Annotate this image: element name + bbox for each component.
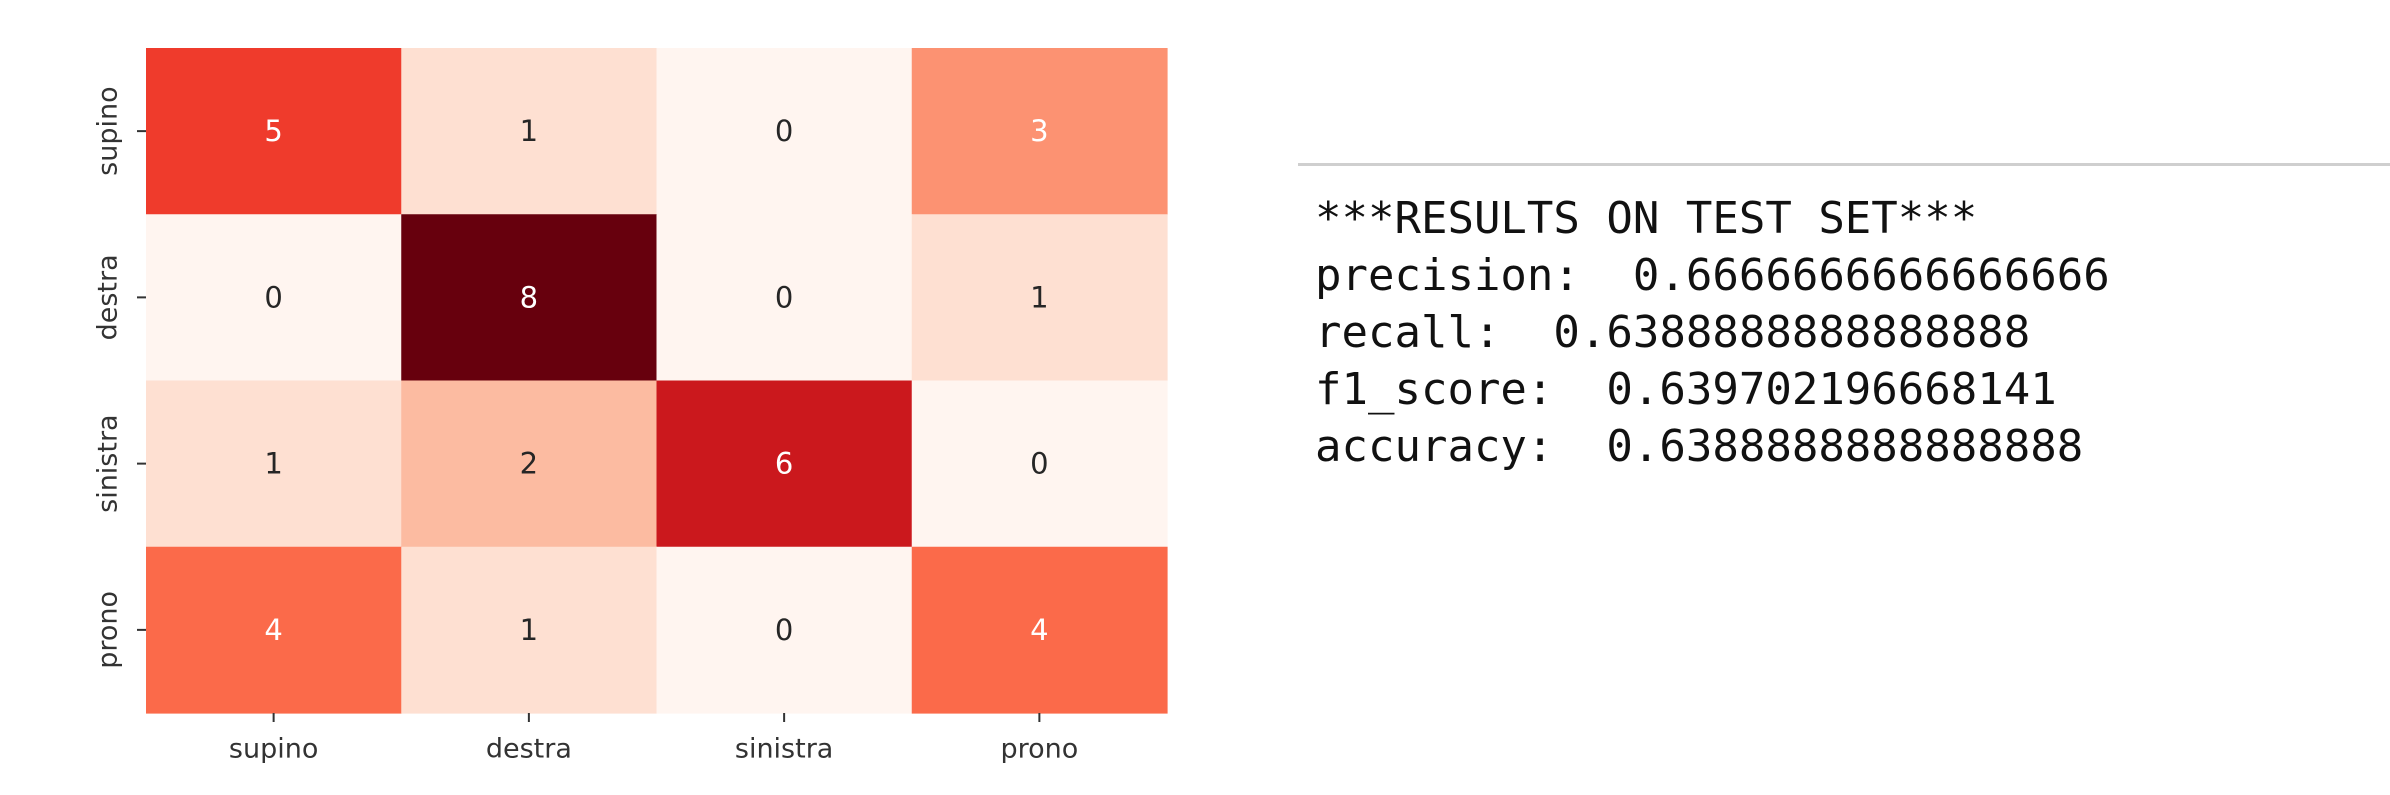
heatmap-cell	[911, 546, 1168, 714]
heatmap-cells	[146, 48, 1168, 714]
cell-value-label: 1	[520, 613, 538, 647]
y-tick-label: supino	[93, 86, 124, 175]
heatmap-cell	[911, 380, 1168, 548]
y-tick-label: prono	[93, 591, 124, 669]
x-tick-label: destra	[486, 734, 572, 765]
heatmap-cell	[911, 214, 1168, 382]
cell-value-label: 0	[775, 280, 793, 314]
accuracy-line: accuracy: 0.6388888888888888	[1315, 421, 2084, 472]
cell-value-label: 2	[520, 447, 538, 481]
confusion-matrix-heatmap: 5 1 0 30 8 0 11 2 6 04 1 0 4 supino destra sinistra pro…	[93, 48, 1168, 765]
cell-value-label: 0	[775, 114, 793, 148]
cell-value-label: 5	[264, 114, 282, 148]
cell-value-label: 3	[1030, 114, 1048, 148]
cell-value-label: 0	[775, 613, 793, 647]
f1-score-line: f1_score: 0.639702196668141	[1315, 364, 2057, 415]
heatmap-cell	[656, 546, 913, 714]
cell-value-label: 1	[1030, 280, 1048, 314]
precision-line: precision: 0.6666666666666666	[1315, 250, 2110, 301]
results-heading: ***RESULTS ON TEST SET***	[1315, 193, 1978, 244]
heatmap-cell	[146, 214, 402, 382]
recall-line: recall: 0.6388888888888888	[1315, 307, 2031, 358]
heatmap-cell	[401, 546, 658, 714]
y-axis: supino destra sinistra prono	[93, 86, 146, 669]
results-output: ***RESULTS ON TEST SET*** precision: 0.66…	[1315, 190, 2110, 475]
cell-value-label: 4	[1030, 613, 1048, 647]
heatmap-cell	[656, 380, 913, 548]
heatmap-cell	[656, 48, 913, 215]
cell-value-label: 6	[775, 447, 793, 481]
heatmap-cell	[911, 48, 1168, 215]
y-tick-label: destra	[93, 254, 124, 340]
heatmap-cell	[401, 214, 658, 382]
x-axis: supino destra sinistra prono	[229, 713, 1078, 765]
cell-value-label: 0	[264, 280, 282, 314]
x-tick-label: supino	[229, 734, 318, 765]
heatmap-cell	[401, 48, 658, 215]
cell-value-label: 1	[264, 447, 282, 481]
heatmap-cell	[146, 546, 402, 714]
x-tick-label: sinistra	[735, 734, 833, 765]
x-tick-label: prono	[1000, 734, 1078, 765]
cell-value-label: 1	[520, 114, 538, 148]
output-divider	[1298, 163, 2390, 166]
cell-value-label: 8	[520, 280, 538, 314]
heatmap-cell	[656, 214, 913, 382]
y-tick-label: sinistra	[93, 414, 124, 512]
cell-value-label: 4	[264, 613, 282, 647]
heatmap-cell	[146, 48, 402, 215]
heatmap-cell	[401, 380, 658, 548]
heatmap-cell	[146, 380, 402, 548]
cell-value-label: 0	[1030, 447, 1048, 481]
heatmap-annotations: 5 1 0 30 8 0 11 2 6 04 1 0 4	[264, 114, 1048, 647]
